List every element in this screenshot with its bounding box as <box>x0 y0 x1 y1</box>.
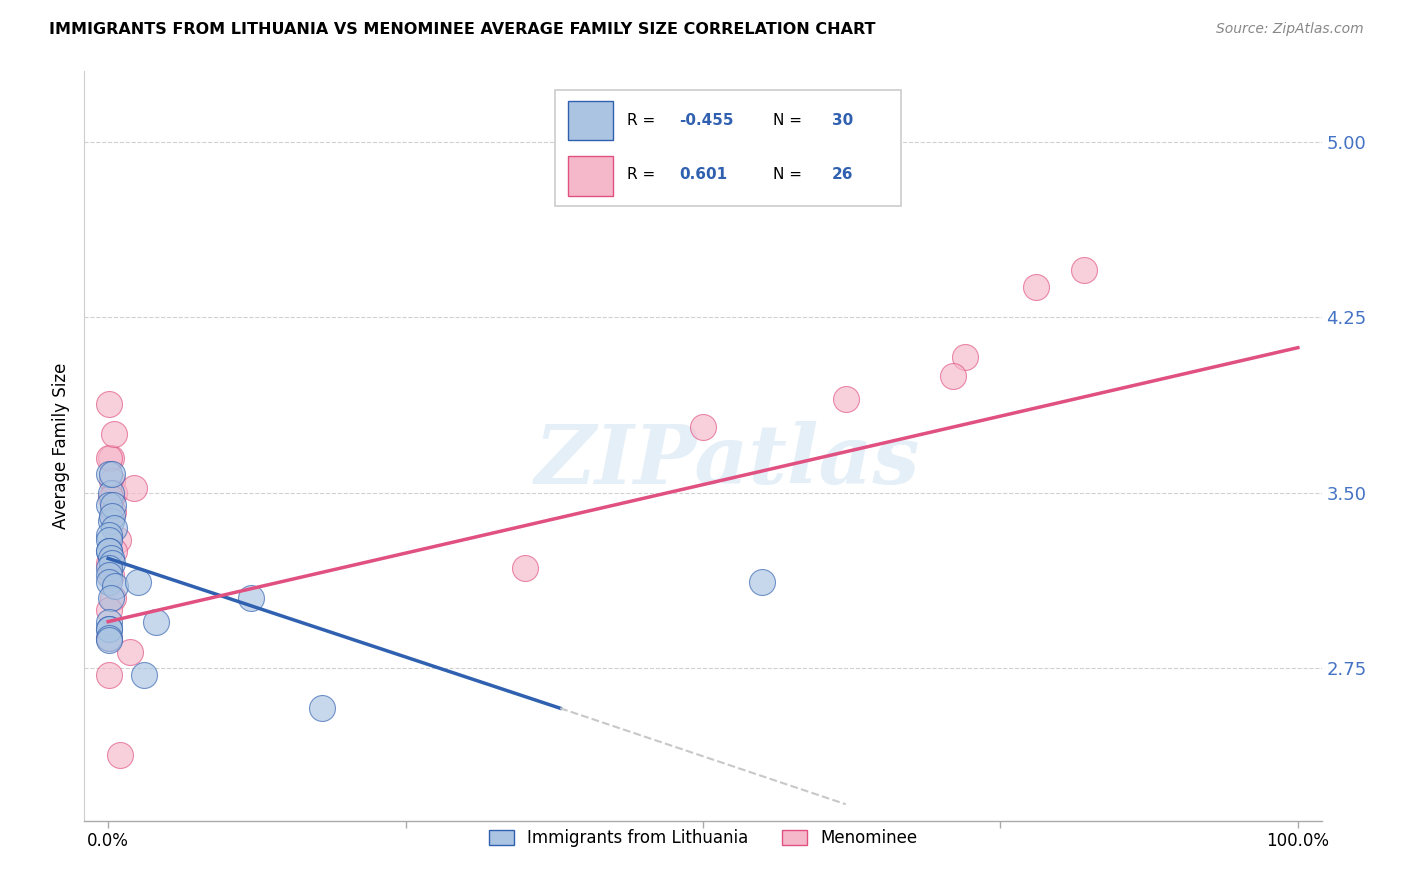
Point <box>692 420 714 434</box>
Point <box>145 615 167 629</box>
Point <box>98 533 121 547</box>
Point <box>100 486 122 500</box>
Point <box>127 574 149 589</box>
Point <box>98 615 121 629</box>
Point <box>942 368 965 383</box>
Text: IMMIGRANTS FROM LITHUANIA VS MENOMINEE AVERAGE FAMILY SIZE CORRELATION CHART: IMMIGRANTS FROM LITHUANIA VS MENOMINEE A… <box>49 22 876 37</box>
Point <box>513 561 536 575</box>
Point <box>835 392 858 407</box>
Point <box>98 631 121 645</box>
Point <box>98 668 121 682</box>
Point <box>103 486 125 500</box>
Point <box>98 528 121 542</box>
Point <box>98 544 121 558</box>
Point <box>100 509 122 524</box>
Point <box>98 498 121 512</box>
Text: ZIPatlas: ZIPatlas <box>536 421 921 501</box>
Legend: Immigrants from Lithuania, Menominee: Immigrants from Lithuania, Menominee <box>482 822 924 854</box>
Point <box>751 574 773 589</box>
Point <box>98 544 121 558</box>
Point <box>100 474 122 488</box>
Point <box>98 631 121 645</box>
Point <box>98 397 121 411</box>
Point <box>100 551 122 566</box>
Point <box>107 533 129 547</box>
Point <box>100 467 122 482</box>
Point <box>98 567 121 582</box>
Point <box>953 350 976 364</box>
Point <box>103 427 125 442</box>
Text: Source: ZipAtlas.com: Source: ZipAtlas.com <box>1216 22 1364 37</box>
Point <box>100 567 122 582</box>
Point <box>108 748 131 763</box>
Point <box>98 561 121 575</box>
Point <box>98 556 121 570</box>
Point <box>1025 280 1047 294</box>
Point <box>311 701 333 715</box>
Point <box>98 622 121 636</box>
Point <box>1073 263 1095 277</box>
Point <box>98 467 121 482</box>
Point <box>100 514 122 528</box>
Point <box>104 580 127 594</box>
Point <box>100 556 122 570</box>
Point <box>98 603 121 617</box>
Point <box>118 645 141 659</box>
Point <box>98 574 121 589</box>
Point <box>103 544 125 558</box>
Point <box>101 591 124 606</box>
Point <box>101 505 124 519</box>
Point <box>100 591 122 606</box>
Point <box>100 491 122 505</box>
Point <box>239 591 262 606</box>
Point <box>103 521 125 535</box>
Point <box>124 481 146 495</box>
Point <box>98 633 121 648</box>
Point <box>101 498 124 512</box>
Point <box>98 450 121 465</box>
Y-axis label: Average Family Size: Average Family Size <box>52 363 70 529</box>
Point <box>98 622 121 636</box>
Point <box>132 668 155 682</box>
Point <box>100 450 122 465</box>
